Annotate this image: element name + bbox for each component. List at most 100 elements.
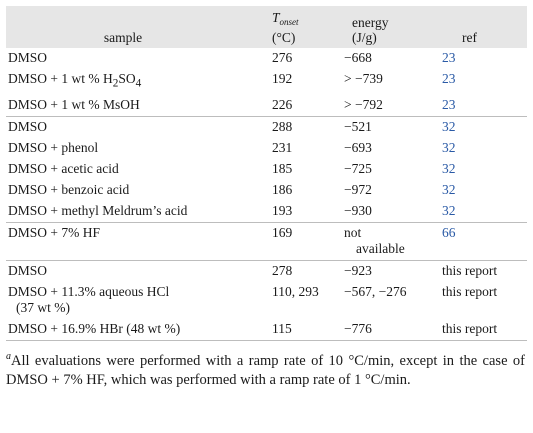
cell-onset-temperature: 192 — [272, 71, 293, 86]
reference-text: this report — [440, 259, 527, 282]
table-row: DMSO 288 −521 32 — [6, 115, 527, 138]
document-region: sample Tonset (°C) energy (J/g) ref DMSO… — [6, 6, 527, 390]
energy-value: −693 — [344, 139, 372, 155]
reference-link[interactable]: 23 — [440, 48, 527, 69]
reference-link[interactable]: 32 — [440, 180, 527, 201]
header-ref: ref — [462, 30, 477, 45]
cell-energy: > −792 — [340, 95, 440, 117]
table-header: sample Tonset (°C) energy (J/g) ref — [6, 6, 527, 48]
energy-value: −776 — [344, 320, 372, 336]
energy-value: −972 — [344, 181, 372, 197]
footnote-marker: a — [6, 350, 11, 362]
sample-name: DMSO + 1 wt % H — [8, 71, 113, 86]
reference-label[interactable]: 32 — [442, 160, 456, 176]
sample-name: DMSO — [8, 262, 48, 278]
cell-onset-temperature: 288 — [268, 115, 340, 138]
reference-link[interactable]: 32 — [440, 201, 527, 223]
reference-text: this report — [440, 318, 527, 341]
reference-label[interactable]: 23 — [442, 50, 456, 65]
cell-sample: DMSO + 1 wt % H2SO4 — [6, 69, 268, 95]
energy-value: −668 — [344, 50, 372, 65]
reference-label[interactable]: 23 — [442, 96, 456, 112]
cell-onset-temperature: 226 — [272, 96, 293, 112]
reference-label[interactable]: 23 — [442, 71, 456, 86]
cell-sample: DMSO + methyl Meldrum’s acid — [6, 201, 268, 223]
reference-label[interactable]: 66 — [442, 224, 456, 240]
sample-name: DMSO + 11.3% aqueous HCl — [8, 283, 170, 299]
cell-onset-temperature: 186 — [272, 181, 293, 197]
sample-name-tail: SO — [118, 71, 136, 86]
cell-energy: −930 — [340, 201, 440, 223]
energy-value: not — [344, 224, 362, 240]
energy-value: −567, −276 — [344, 283, 407, 299]
table-row: DMSO + phenol 231 −693 32 — [6, 138, 527, 159]
sample-name: DMSO + 16.9% HBr (48 wt %) — [8, 320, 181, 336]
sample-name: DMSO + methyl Meldrum’s acid — [8, 202, 188, 218]
cell-onset-temperature: 115 — [268, 318, 340, 341]
cell-onset-temperature: 276 — [272, 50, 293, 65]
reference-label[interactable]: 32 — [442, 181, 456, 197]
reference-link[interactable]: 32 — [440, 115, 527, 138]
reference-text: this report — [440, 282, 527, 319]
header-sample: sample — [103, 30, 143, 45]
sample-name: DMSO + acetic acid — [8, 160, 119, 176]
table-row: DMSO + 1 wt % MsOH 226 > −792 23 — [6, 95, 527, 117]
energy-value: > −739 — [344, 71, 383, 86]
header-temp-subscript: onset — [279, 17, 299, 27]
header-temp-symbol: T — [272, 10, 280, 25]
table-row: DMSO + 16.9% HBr (48 wt %) 115 −776 this re… — [6, 318, 527, 341]
energy-value: −725 — [344, 160, 372, 176]
reference-label: this report — [442, 283, 498, 299]
reference-link[interactable]: 32 — [440, 138, 527, 159]
sample-name-continued: (37 wt %) — [16, 299, 70, 315]
cell-energy: −923 — [340, 259, 440, 282]
reference-link[interactable]: 32 — [440, 159, 527, 180]
cell-onset-temperature: 231 — [272, 139, 293, 155]
cell-energy: > −739 — [340, 69, 440, 95]
sample-name: DMSO + 7% HF — [8, 224, 101, 240]
table-row: DMSO 278 −923 this report — [6, 259, 527, 282]
table-row: DMSO 276 −668 23 — [6, 48, 527, 69]
cell-sample: DMSO + acetic acid — [6, 159, 268, 180]
cell-sample: DMSO + benzoic acid — [6, 180, 268, 201]
reference-link[interactable]: 23 — [440, 69, 527, 95]
header-energy-unit: (J/g) — [352, 30, 377, 45]
reference-link[interactable]: 23 — [440, 95, 527, 117]
header-onset-temperature: Tonset (°C) — [268, 6, 340, 48]
cell-sample: DMSO — [6, 48, 268, 69]
cell-onset-temperature: 185 — [272, 160, 293, 176]
cell-energy: −725 — [340, 159, 440, 180]
cell-energy: −693 — [340, 138, 440, 159]
cell-sample: DMSO + phenol — [6, 138, 268, 159]
table-row: DMSO + benzoic acid 186 −972 32 — [6, 180, 527, 201]
cell-energy: −521 — [340, 115, 440, 138]
energy-value: −923 — [344, 262, 372, 278]
reference-link[interactable]: 66 — [440, 221, 527, 261]
cell-sample: DMSO + 7% HF — [6, 221, 268, 261]
reference-label[interactable]: 32 — [442, 202, 456, 218]
sample-subscript: 2 — [112, 77, 119, 90]
header-temp-unit: (°C) — [272, 30, 296, 45]
dmso-thermal-table: sample Tonset (°C) energy (J/g) ref DMSO… — [6, 6, 527, 341]
cell-sample: DMSO + 1 wt % MsOH — [6, 95, 268, 117]
reference-label[interactable]: 32 — [442, 118, 456, 134]
energy-value: −930 — [344, 202, 372, 218]
reference-label[interactable]: 32 — [442, 139, 456, 155]
sample-subscript: 4 — [135, 77, 142, 90]
reference-label: this report — [442, 262, 498, 278]
cell-onset-temperature: 278 — [268, 259, 340, 282]
header-energy-label: energy — [352, 15, 389, 30]
table-body: DMSO 276 −668 23 DMSO + 1 wt % H2SO4 192 > −73… — [6, 48, 527, 341]
sample-name: DMSO + benzoic acid — [8, 181, 130, 197]
sample-name: DMSO + 1 wt % MsOH — [8, 96, 140, 112]
sample-name: DMSO — [8, 50, 48, 65]
table-footnote: aAll evaluations were performed with a r… — [6, 347, 525, 390]
sample-name: DMSO + phenol — [8, 139, 99, 155]
cell-sample: DMSO + 11.3% aqueous HCl (37 wt %) — [6, 282, 268, 319]
cell-energy: −972 — [340, 180, 440, 201]
cell-energy: −567, −276 — [340, 282, 440, 319]
cell-sample: DMSO — [6, 259, 268, 282]
table-row: DMSO + 7% HF 169 not available 66 — [6, 221, 527, 261]
cell-onset-temperature: 193 — [272, 202, 293, 218]
cell-energy: −668 — [340, 48, 440, 69]
